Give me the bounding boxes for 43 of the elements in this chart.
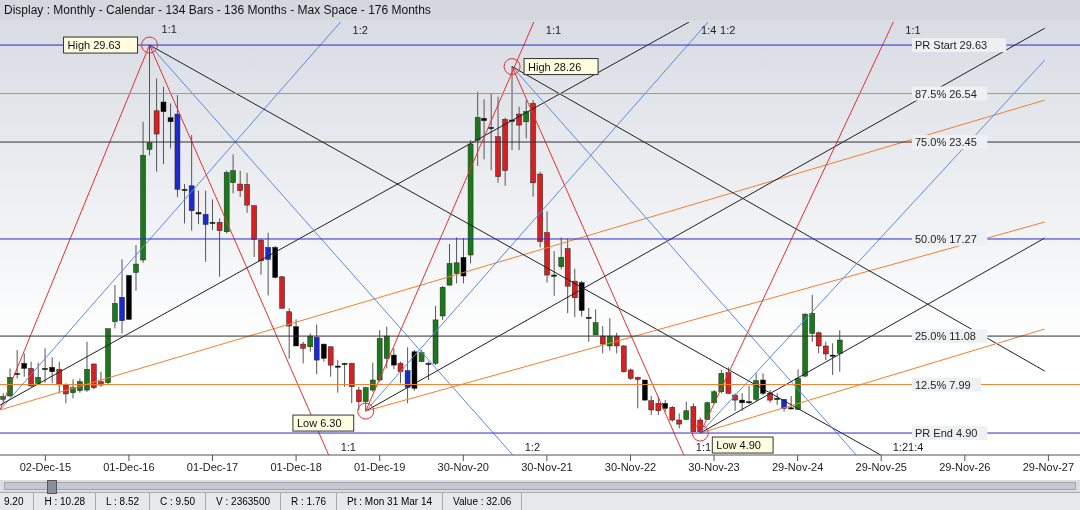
x-tick-label: 01-Dec-16 — [103, 460, 155, 473]
x-tick-label: 01-Dec-17 — [186, 460, 239, 473]
ref-line-label: PR End 4.90 — [915, 427, 978, 440]
ref-line-label: 50.0% 17.27 — [915, 232, 977, 245]
annotation: Low 6.30 — [296, 417, 342, 430]
x-tick-label: 30-Nov-21 — [521, 460, 573, 473]
x-tick-label: 29-Nov-27 — [1022, 460, 1075, 473]
text: H : 10.28 — [40, 493, 97, 510]
annotation: 1:1 — [695, 441, 712, 453]
text: R : 1.76 — [287, 493, 338, 510]
annotation: 1:2 — [720, 24, 736, 36]
annotation: Low 4.90 — [716, 439, 761, 452]
ref-line-label: 87.5% 26.54 — [915, 87, 977, 100]
annotation: 1:21:4 — [892, 441, 924, 453]
x-tick-label: 29-Nov-24 — [771, 460, 824, 473]
text: C : 9.50 — [156, 493, 207, 510]
ref-line-label: 25.0% 11.08 — [915, 330, 976, 343]
x-tick-label: 30-Nov-20 — [437, 460, 489, 473]
annotation: 1:2 — [524, 441, 541, 453]
annotation: 1:1 — [161, 23, 177, 36]
x-tick-label: 01-Dec-18 — [270, 460, 322, 473]
x-tick-label: 29-Nov-25 — [855, 460, 907, 473]
ref-line-label: 12.5% 7.99 — [915, 378, 971, 391]
text: Value : 32.06 — [449, 493, 523, 510]
x-tick-label: 01-Dec-19 — [354, 460, 406, 473]
text: V : 2363500 — [212, 493, 282, 510]
annotation: 1:1 — [905, 24, 921, 36]
x-tick-label: 29-Nov-26 — [939, 460, 991, 473]
annotation: 1:2 — [352, 24, 368, 36]
x-tick-label: 30-Nov-23 — [688, 460, 740, 473]
annotation: 1:1 — [340, 441, 356, 453]
annotation: High 29.63 — [67, 39, 121, 52]
x-tick-label: 30-Nov-22 — [604, 460, 657, 473]
text: Pt : Mon 31 Mar 14 — [343, 493, 444, 510]
annotation: 1:1 — [545, 24, 562, 36]
annotation: 1:4 — [701, 24, 717, 36]
ref-line-label: PR Start 29.63 — [915, 39, 988, 52]
text: 9.20 — [0, 493, 35, 510]
chart-title: Display : Monthly - Calendar - 134 Bars - 136 Months - Max Space - 176 Months — [0, 0, 1080, 20]
text: L : 8.52 — [102, 493, 151, 510]
annotation: High 28.26 — [528, 60, 582, 73]
x-tick-label: 02-Dec-15 — [19, 460, 72, 473]
ref-line-label: 75.0% 23.45 — [915, 136, 977, 149]
